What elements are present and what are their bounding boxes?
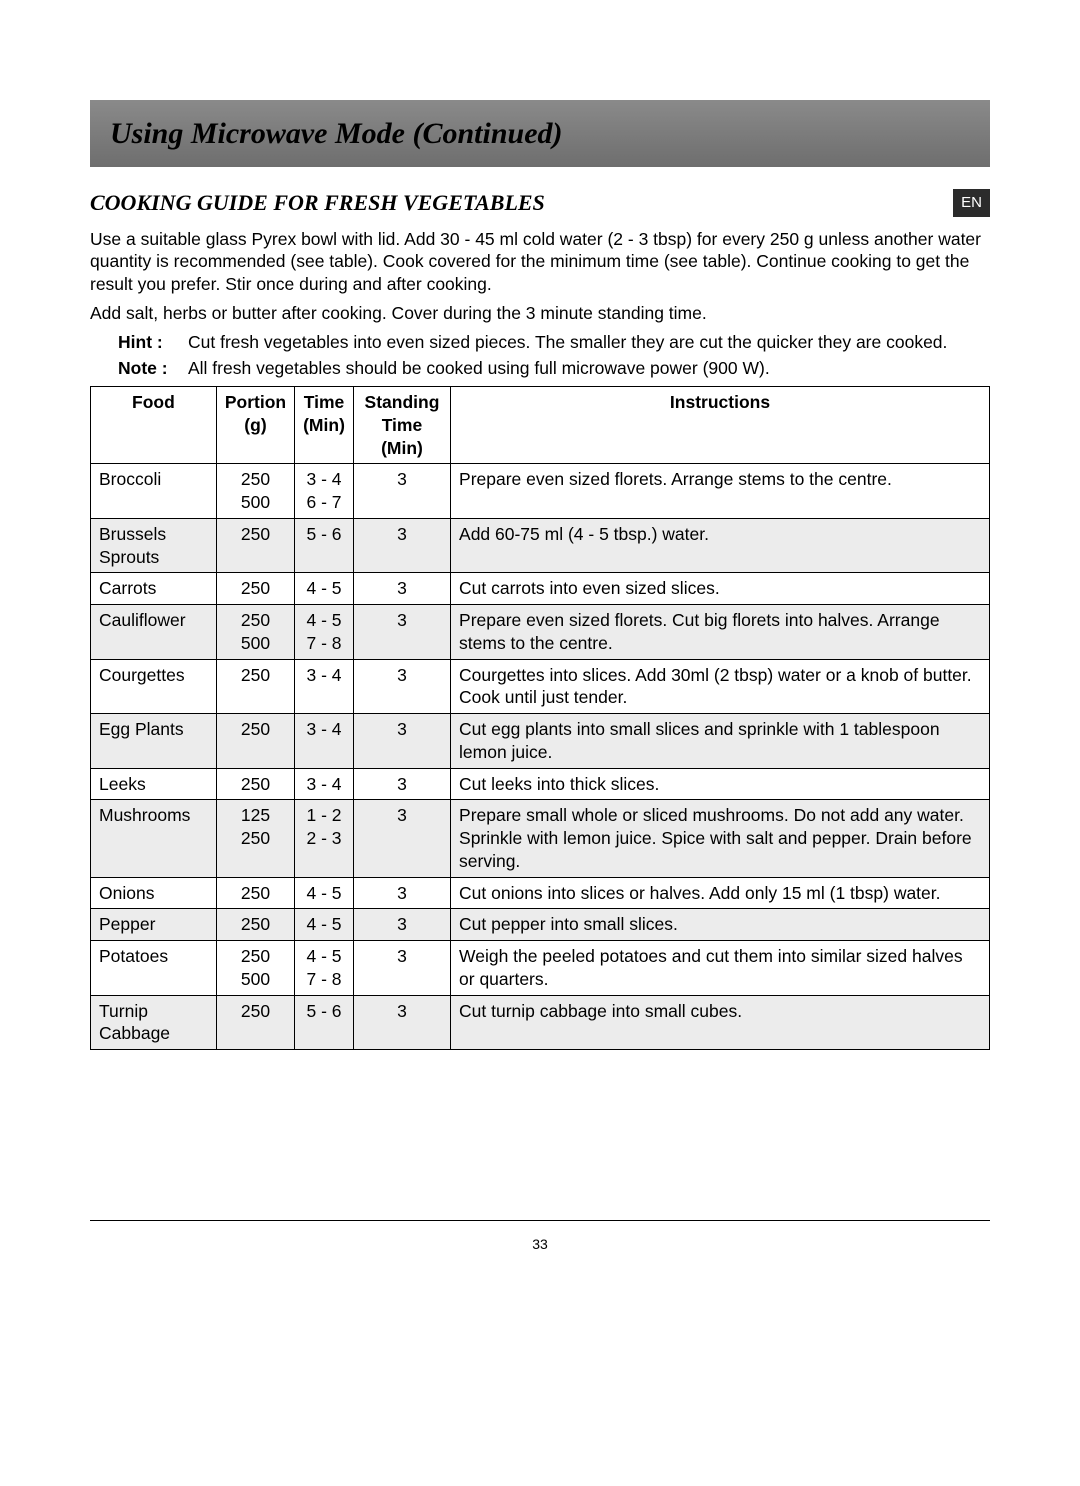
intro-paragraph-2: Add salt, herbs or butter after cooking.… (90, 302, 990, 325)
cell-standing: 3 (353, 714, 450, 769)
col-instructions: Instructions (451, 387, 990, 464)
cell-portion: 250 (216, 518, 294, 573)
cell-portion: 250 (216, 768, 294, 800)
cell-time: 3 - 4 (295, 768, 354, 800)
cell-standing: 3 (353, 941, 450, 996)
cell-instructions: Cut carrots into even sized slices. (451, 573, 990, 605)
cell-food: Onions (91, 877, 217, 909)
cell-food: Cauliflower (91, 605, 217, 660)
cell-instructions: Cut pepper into small slices. (451, 909, 990, 941)
cell-instructions: Prepare even sized florets. Cut big flor… (451, 605, 990, 660)
table-row: Leeks2503 - 43Cut leeks into thick slice… (91, 768, 990, 800)
cell-portion: 250 500 (216, 941, 294, 996)
cell-standing: 3 (353, 605, 450, 660)
cell-time: 1 - 2 2 - 3 (295, 800, 354, 877)
cell-instructions: Cut onions into slices or halves. Add on… (451, 877, 990, 909)
table-row: Onions2504 - 53Cut onions into slices or… (91, 877, 990, 909)
cell-food: Potatoes (91, 941, 217, 996)
cell-standing: 3 (353, 573, 450, 605)
cooking-guide-table: Food Portion (g) Time (Min) Standing Tim… (90, 386, 990, 1050)
cell-food: Broccoli (91, 464, 217, 519)
cell-time: 4 - 5 (295, 877, 354, 909)
table-row: Potatoes250 5004 - 5 7 - 83Weigh the pee… (91, 941, 990, 996)
hint-text: Cut fresh vegetables into even sized pie… (188, 331, 990, 354)
cell-standing: 3 (353, 518, 450, 573)
cell-instructions: Cut egg plants into small slices and spr… (451, 714, 990, 769)
table-row: Cauliflower250 5004 - 5 7 - 83Prepare ev… (91, 605, 990, 660)
cell-instructions: Cut leeks into thick slices. (451, 768, 990, 800)
table-header-row: Food Portion (g) Time (Min) Standing Tim… (91, 387, 990, 464)
language-badge: EN (953, 189, 990, 217)
footer-rule (90, 1220, 990, 1221)
cell-portion: 250 (216, 659, 294, 714)
cell-standing: 3 (353, 909, 450, 941)
note-text: All fresh vegetables should be cooked us… (188, 357, 990, 380)
cell-standing: 3 (353, 464, 450, 519)
cell-portion: 250 (216, 714, 294, 769)
cell-instructions: Weigh the peeled potatoes and cut them i… (451, 941, 990, 996)
cell-portion: 250 (216, 995, 294, 1050)
cell-food: Egg Plants (91, 714, 217, 769)
cell-time: 5 - 6 (295, 995, 354, 1050)
cell-food: Brussels Sprouts (91, 518, 217, 573)
cell-instructions: Courgettes into slices. Add 30ml (2 tbsp… (451, 659, 990, 714)
cell-food: Turnip Cabbage (91, 995, 217, 1050)
cell-time: 3 - 4 (295, 659, 354, 714)
cell-portion: 250 500 (216, 605, 294, 660)
table-row: Turnip Cabbage2505 - 63Cut turnip cabbag… (91, 995, 990, 1050)
col-food: Food (91, 387, 217, 464)
cell-standing: 3 (353, 995, 450, 1050)
col-time: Time (Min) (295, 387, 354, 464)
cell-instructions: Prepare small whole or sliced mushrooms.… (451, 800, 990, 877)
cell-time: 4 - 5 7 - 8 (295, 941, 354, 996)
col-portion: Portion (g) (216, 387, 294, 464)
table-row: Courgettes2503 - 43Courgettes into slice… (91, 659, 990, 714)
table-row: Carrots2504 - 53Cut carrots into even si… (91, 573, 990, 605)
cell-time: 4 - 5 7 - 8 (295, 605, 354, 660)
cell-instructions: Cut turnip cabbage into small cubes. (451, 995, 990, 1050)
section-title: COOKING GUIDE FOR FRESH VEGETABLES (90, 189, 545, 218)
title-bar: Using Microwave Mode (Continued) (90, 100, 990, 167)
cell-food: Carrots (91, 573, 217, 605)
cell-time: 3 - 4 6 - 7 (295, 464, 354, 519)
cell-standing: 3 (353, 877, 450, 909)
page-title: Using Microwave Mode (Continued) (110, 114, 970, 153)
section-header-row: COOKING GUIDE FOR FRESH VEGETABLES EN (90, 189, 990, 218)
cell-instructions: Prepare even sized florets. Arrange stem… (451, 464, 990, 519)
cell-food: Pepper (91, 909, 217, 941)
note-label: Note : (118, 357, 188, 380)
cell-portion: 250 500 (216, 464, 294, 519)
cell-standing: 3 (353, 659, 450, 714)
page-number: 33 (90, 1235, 990, 1253)
cell-standing: 3 (353, 768, 450, 800)
cell-food: Leeks (91, 768, 217, 800)
cell-time: 4 - 5 (295, 573, 354, 605)
hint-row: Hint : Cut fresh vegetables into even si… (90, 331, 990, 354)
table-row: Broccoli250 5003 - 4 6 - 73Prepare even … (91, 464, 990, 519)
hint-label: Hint : (118, 331, 188, 354)
table-row: Brussels Sprouts2505 - 63Add 60-75 ml (4… (91, 518, 990, 573)
cell-portion: 250 (216, 877, 294, 909)
cell-time: 4 - 5 (295, 909, 354, 941)
cell-instructions: Add 60-75 ml (4 - 5 tbsp.) water. (451, 518, 990, 573)
cell-time: 5 - 6 (295, 518, 354, 573)
cell-portion: 250 (216, 909, 294, 941)
cell-time: 3 - 4 (295, 714, 354, 769)
cell-standing: 3 (353, 800, 450, 877)
cell-food: Mushrooms (91, 800, 217, 877)
table-row: Egg Plants2503 - 43Cut egg plants into s… (91, 714, 990, 769)
table-row: Mushrooms125 2501 - 2 2 - 33Prepare smal… (91, 800, 990, 877)
cell-food: Courgettes (91, 659, 217, 714)
cell-portion: 125 250 (216, 800, 294, 877)
note-row: Note : All fresh vegetables should be co… (90, 357, 990, 380)
table-row: Pepper2504 - 53Cut pepper into small sli… (91, 909, 990, 941)
col-standing: Standing Time (Min) (353, 387, 450, 464)
intro-paragraph-1: Use a suitable glass Pyrex bowl with lid… (90, 228, 990, 296)
cell-portion: 250 (216, 573, 294, 605)
